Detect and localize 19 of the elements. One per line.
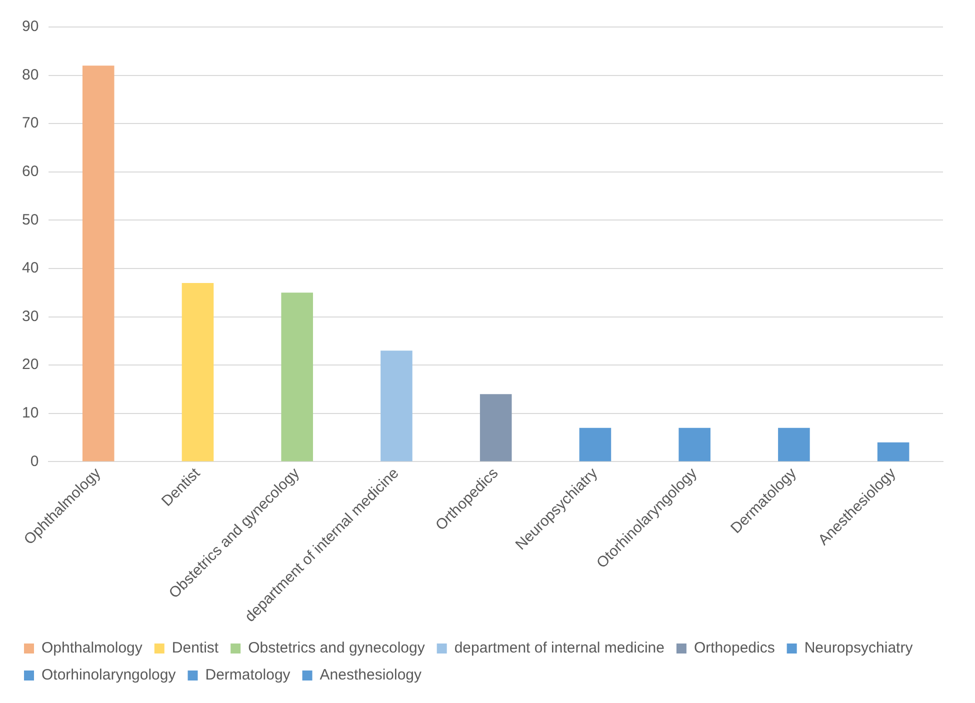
legend-label: Ophthalmology — [42, 640, 143, 657]
y-tick-label: 10 — [22, 404, 39, 422]
y-tick-label: 0 — [30, 452, 39, 470]
y-tick-label: 90 — [22, 18, 39, 36]
y-tick-label: 30 — [22, 308, 39, 325]
legend-label: Neuropsychiatry — [804, 640, 914, 657]
y-tick-label: 50 — [22, 211, 39, 228]
legend-label: Obstetrics and gynecology — [248, 640, 426, 657]
legend-label: department of internal medicine — [454, 640, 664, 657]
y-tick-label: 20 — [22, 356, 39, 374]
legend-label: Dentist — [172, 640, 220, 657]
legend-label: Otorhinolaryngology — [42, 666, 176, 684]
y-tick-label: 80 — [22, 66, 39, 84]
legend-label: Dermatology — [205, 666, 291, 684]
y-tick-label: 60 — [22, 163, 39, 180]
y-tick-label: 70 — [22, 114, 39, 132]
y-tick-label: 40 — [22, 260, 39, 277]
legend-label: Orthopedics — [694, 640, 775, 657]
legend-label: Anesthesiology — [320, 666, 422, 684]
